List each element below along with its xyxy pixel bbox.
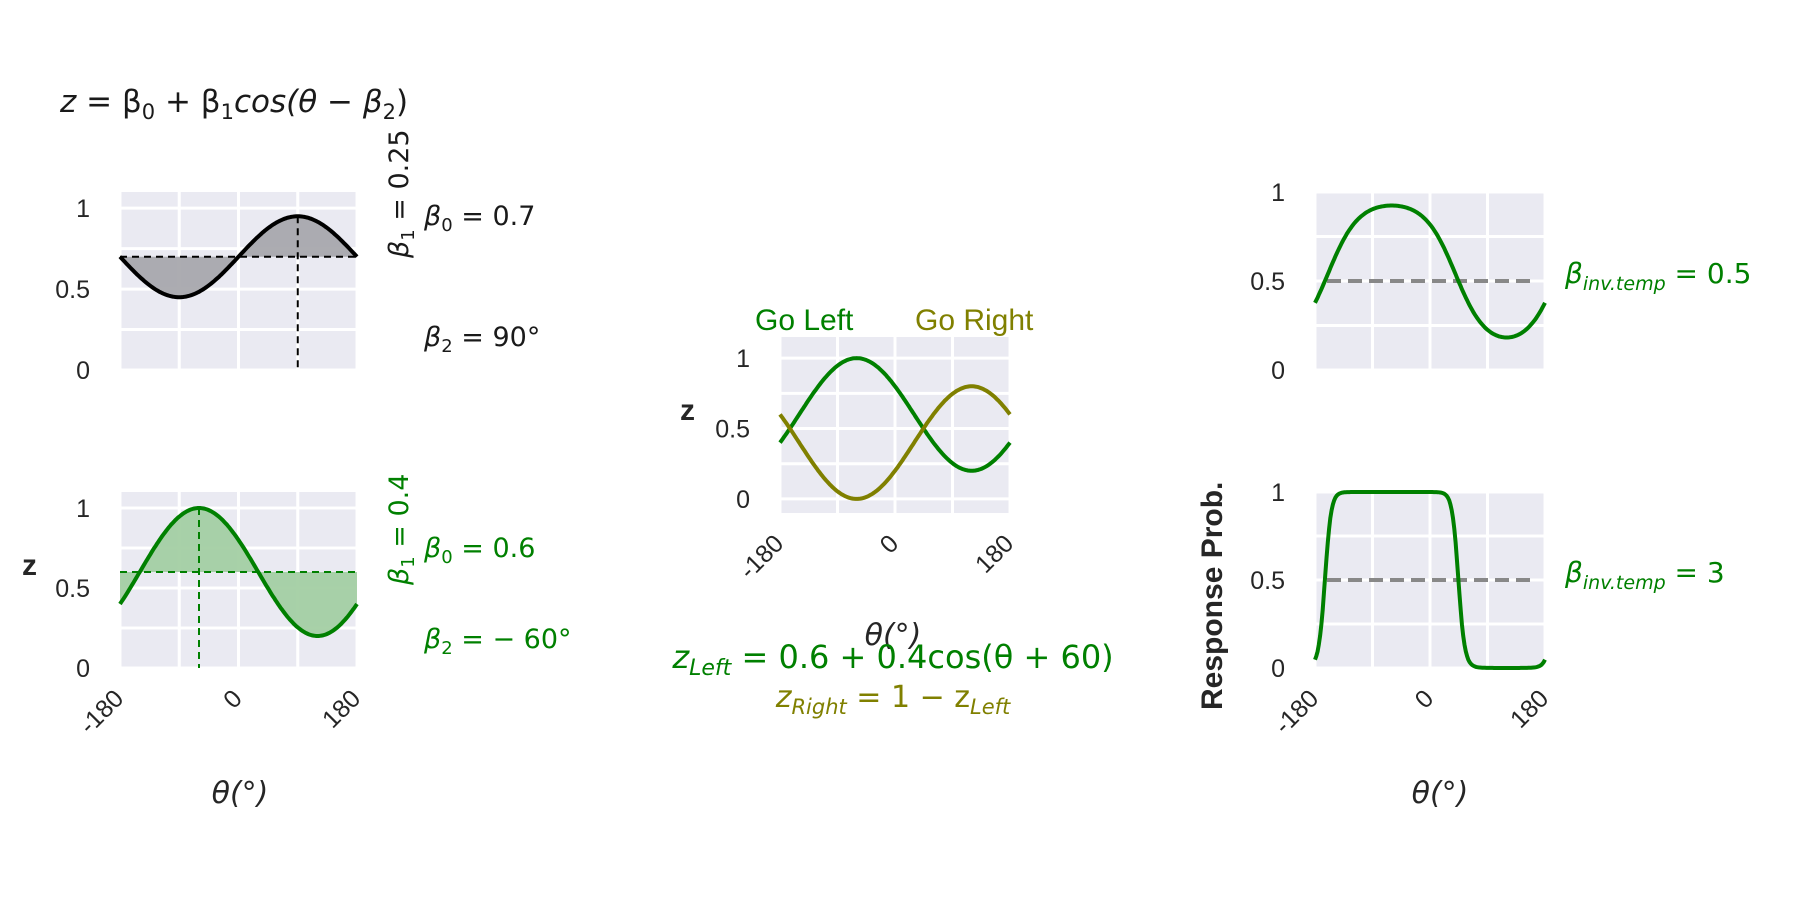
legend-go-right: Go Right (915, 304, 1034, 337)
y-tick-label: 0 (736, 486, 750, 514)
y-tick-label: 0 (1271, 655, 1285, 683)
header-equation: z = β0 + β1cos(θ − β2) (59, 84, 408, 124)
y-axis-label-middle: z (680, 394, 695, 427)
inv-temp-label-top: βinv.temp = 0.5 (1564, 257, 1751, 295)
y-tick-label: 1 (736, 345, 750, 373)
x-tick-label: 0 (875, 529, 905, 559)
y-tick-label: 0.5 (55, 276, 90, 304)
b0-label-bottom: β0 = 0.6 (423, 533, 535, 568)
y-tick-label: 1 (76, 495, 90, 523)
x-tick-label: 180 (317, 684, 366, 733)
curve-fill (120, 216, 357, 298)
y-tick-label: 0.5 (715, 416, 750, 444)
y-tick-label: 1 (76, 195, 90, 223)
chart-bottom-right: 00.51-180 0 180 (1250, 479, 1554, 740)
y-tick-label: 0 (1271, 357, 1285, 385)
inv-temp-label-bottom: βinv.temp = 3 (1564, 556, 1725, 594)
y-tick-label: 0 (76, 357, 90, 385)
series-line (778, 356, 1012, 473)
x-axis-label-right: θ(°) (1412, 776, 1469, 811)
y-tick-label: 1 (1271, 179, 1285, 207)
x-tick-label: 180 (970, 529, 1019, 578)
x-tick-label: 0 (218, 684, 248, 714)
series-line (118, 214, 359, 300)
y-tick-label: 1 (1271, 479, 1285, 507)
x-axis-label-middle: θ(°) (865, 618, 922, 653)
chart-top-left: 00.51 (55, 192, 359, 385)
b2-label-bottom: β2 = − 60° (423, 624, 572, 659)
x-tick-label: -180 (734, 529, 789, 584)
y-axis-label-left: z (22, 549, 37, 582)
series-line (118, 506, 359, 638)
curve-fill (120, 508, 357, 636)
x-axis-label-left: θ(°) (212, 776, 269, 811)
x-tick-label: 0 (1410, 684, 1440, 714)
x-tick-label: -180 (74, 684, 129, 739)
chart-middle: 0 0.5 1 -180 0 180 (715, 337, 1019, 585)
series-line (778, 384, 1012, 501)
series-line (1313, 490, 1547, 670)
b1-label-top: β1 = 0.25 (384, 129, 419, 259)
legend-go-left: Go Left (755, 304, 854, 337)
x-tick-label: 180 (1505, 684, 1554, 733)
chart-top-right: 00.51 (1250, 179, 1547, 385)
y-axis-label-right: Response Prob. (1196, 482, 1229, 710)
equation-z-right: zRight = 1 − zLeft (775, 680, 1011, 719)
y-tick-label: 0 (76, 655, 90, 683)
y-tick-label: 0.5 (55, 575, 90, 603)
b2-label-top: β2 = 90° (423, 322, 540, 357)
y-tick-label: 0.5 (1250, 567, 1285, 595)
b0-label-top: β0 = 0.7 (423, 201, 535, 236)
b1-label-bottom: β1 = 0.4 (384, 474, 419, 586)
equation-z-left: zLeft = 0.6 + 0.4cos(θ + 60) (671, 638, 1113, 681)
series-line (1313, 203, 1547, 340)
chart-bottom-left: 00.51-180 0 180 (55, 492, 366, 740)
y-tick-label: 0.5 (1250, 268, 1285, 296)
x-tick-label: -180 (1269, 684, 1324, 739)
